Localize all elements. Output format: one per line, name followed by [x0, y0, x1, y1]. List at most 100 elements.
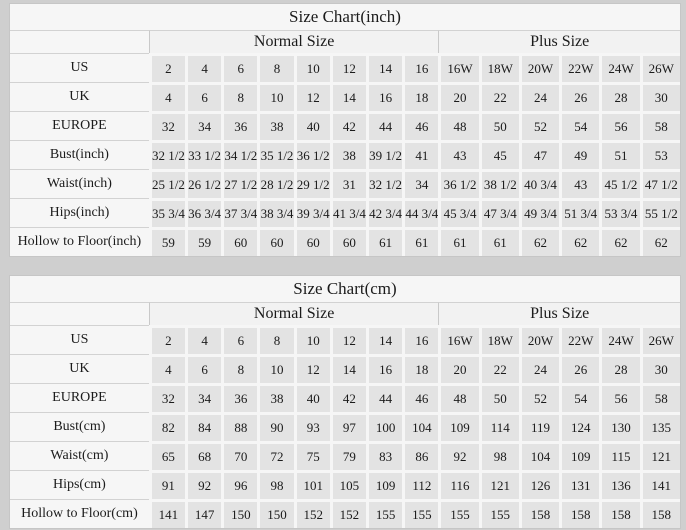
table-cell: 93 — [293, 412, 330, 441]
table-cell: 26 — [559, 354, 600, 383]
table-cell: 119 — [518, 412, 560, 441]
table-cell: 36 3/4 — [185, 198, 222, 227]
row-label: US — [10, 325, 149, 354]
table-row: Waist(inch) 25 1/2 26 1/2 27 1/2 28 1/2 29 1/… — [10, 169, 680, 198]
table-cell: 62 — [639, 227, 680, 256]
table-cell: 24W — [599, 325, 640, 354]
table-cell: 18 — [402, 354, 439, 383]
table-cell: 35 1/2 — [257, 140, 294, 169]
table-cell: 39 1/2 — [366, 140, 403, 169]
table-cell: 109 — [559, 441, 600, 470]
table-cell: 8 — [257, 53, 294, 82]
table-row: Bust(cm) 82 84 88 90 93 97 100 104 109 114 119 124 13… — [10, 412, 680, 441]
table-cell: 141 — [148, 499, 186, 528]
table-cell: 28 — [599, 82, 640, 111]
table-cell: 47 3/4 — [478, 198, 519, 227]
table-cell: 62 — [559, 227, 600, 256]
table-cell: 50 — [478, 383, 519, 412]
table-cell: 20 — [438, 354, 479, 383]
table-cell: 28 — [599, 354, 640, 383]
table-cell: 105 — [329, 470, 367, 499]
table-cell: 59 — [148, 227, 185, 256]
table-cell: 32 1/2 — [366, 169, 403, 198]
table-cell: 46 — [402, 383, 439, 412]
group-header-row: Normal Size Plus Size — [10, 30, 680, 53]
table-cell: 130 — [599, 412, 640, 441]
table-cell: 112 — [402, 470, 439, 499]
table-cell: 61 — [366, 227, 403, 256]
table-cell: 31 — [329, 169, 367, 198]
table-cell: 47 1/2 — [639, 169, 680, 198]
table-cell: 100 — [366, 412, 403, 441]
table-cell: 72 — [257, 441, 294, 470]
table-cell: 44 3/4 — [402, 198, 439, 227]
table-cell: 109 — [438, 412, 479, 441]
table-cell: 152 — [329, 499, 367, 528]
row-label: Bust(cm) — [10, 412, 149, 441]
table-cell: 4 — [148, 82, 185, 111]
table-cell: 104 — [402, 412, 439, 441]
table-cell: 16 — [402, 325, 439, 354]
table-cell: 126 — [518, 470, 560, 499]
table-cell: 97 — [329, 412, 367, 441]
table-cell: 39 3/4 — [293, 198, 330, 227]
table-cell: 12 — [293, 354, 330, 383]
table-cell: 34 1/2 — [221, 140, 258, 169]
table-cell: 60 — [293, 227, 330, 256]
table-cell: 18 — [402, 82, 439, 111]
table-cell: 10 — [257, 354, 294, 383]
table-row: Hollow to Floor(cm) 141 147 150 150 152 152 155… — [10, 499, 680, 528]
table-cell: 26W — [639, 53, 680, 82]
table-cell: 10 — [293, 325, 330, 354]
table-cell: 88 — [221, 412, 258, 441]
row-label: EUROPE — [10, 111, 149, 140]
table-cell: 155 — [366, 499, 403, 528]
table-cell: 14 — [329, 82, 367, 111]
table-cell: 4 — [185, 325, 222, 354]
table-cell: 53 — [639, 140, 680, 169]
row-label: UK — [10, 82, 149, 111]
table-cell: 104 — [518, 441, 560, 470]
table-row: US 2 4 6 8 10 12 14 16 16W 18W 20W 22W 24W 26W — [10, 53, 680, 82]
row-label: Waist(cm) — [10, 441, 149, 470]
table-cell: 36 1/2 — [293, 140, 330, 169]
table-cell: 30 — [639, 354, 680, 383]
table-cell: 43 — [559, 169, 600, 198]
table-cell: 20 — [438, 82, 479, 111]
table-cell: 24 — [518, 82, 560, 111]
size-chart-cm-table: Size Chart(cm) Normal Size Plus Size US 2 4 6 8… — [9, 275, 681, 529]
table-cell: 59 — [185, 227, 222, 256]
table-cell: 58 — [639, 383, 680, 412]
table-cell: 16W — [438, 53, 479, 82]
table-cell: 26 1/2 — [185, 169, 222, 198]
table-cell: 155 — [478, 499, 519, 528]
table-cell: 22W — [559, 325, 600, 354]
table-cell: 75 — [293, 441, 330, 470]
table-cell: 41 3/4 — [329, 198, 367, 227]
table-cell: 45 3/4 — [438, 198, 479, 227]
table-cell: 60 — [257, 227, 294, 256]
table-cell: 90 — [257, 412, 294, 441]
table-cell: 83 — [366, 441, 403, 470]
table-cell: 20W — [518, 325, 560, 354]
row-label: Hollow to Floor(inch) — [10, 227, 149, 256]
table-cell: 42 3/4 — [366, 198, 403, 227]
table-cell: 65 — [148, 441, 186, 470]
corner-cell — [10, 302, 149, 325]
table-cell: 116 — [438, 470, 479, 499]
table-cell: 82 — [148, 412, 186, 441]
table-cell: 121 — [639, 441, 680, 470]
group-header-plus-size: Plus Size — [438, 30, 680, 53]
table-cell: 8 — [221, 82, 258, 111]
table-cell: 98 — [257, 470, 294, 499]
table-cell: 22W — [559, 53, 600, 82]
table-row: Bust(inch) 32 1/2 33 1/2 34 1/2 35 1/2 36 1/2… — [10, 140, 680, 169]
table-cell: 152 — [293, 499, 330, 528]
row-label: Waist(inch) — [10, 169, 149, 198]
table-cell: 34 — [185, 383, 222, 412]
table-cell: 20W — [518, 53, 560, 82]
table-cell: 54 — [559, 383, 600, 412]
table-cell: 32 — [148, 383, 186, 412]
table-cell: 38 — [329, 140, 367, 169]
table-row: US 2 4 6 8 10 12 14 16 16W 18W 20W 22W 24W 26W — [10, 325, 680, 354]
